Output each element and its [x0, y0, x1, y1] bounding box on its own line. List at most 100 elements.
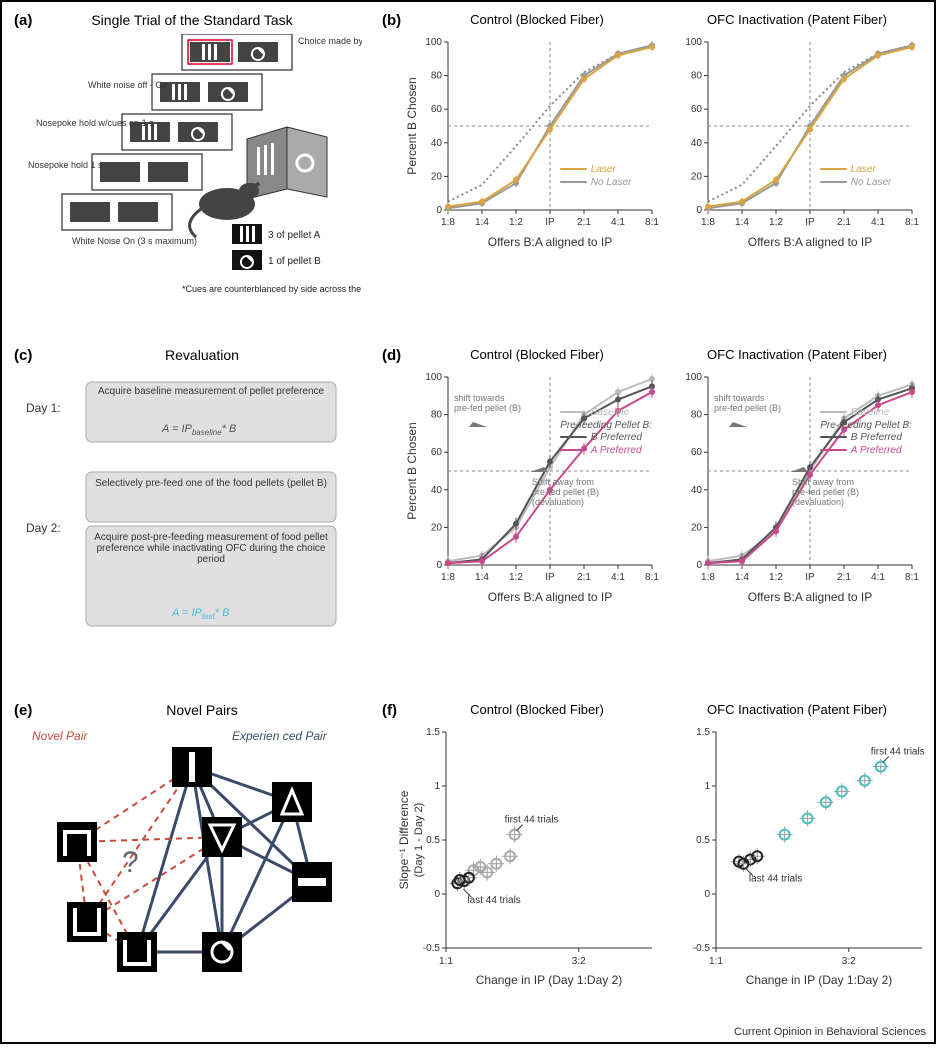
svg-text:Pre-feeding Pellet B:: Pre-feeding Pellet B:	[560, 420, 652, 431]
chart-b-right: 0204060801001:81:41:2IP2:14:18:1Offers B…	[662, 32, 922, 262]
panel-d-left-title: Control (Blocked Fiber)	[422, 347, 652, 362]
svg-text:8:1: 8:1	[645, 572, 659, 583]
svg-text:1:2: 1:2	[509, 217, 523, 228]
svg-text:Offers B:A aligned to IP: Offers B:A aligned to IP	[748, 590, 873, 604]
svg-text:Change in IP (Day 1:Day 2): Change in IP (Day 1:Day 2)	[746, 973, 893, 987]
svg-text:1:2: 1:2	[769, 217, 783, 228]
svg-text:(devaluation): (devaluation)	[792, 497, 844, 507]
svg-text:8:1: 8:1	[905, 217, 919, 228]
svg-text:Percent B Chosen: Percent B Chosen	[405, 77, 419, 174]
svg-text:0: 0	[696, 560, 702, 571]
svg-text:80: 80	[691, 410, 703, 421]
chart-d-right: 0204060801001:81:41:2IP2:14:18:1Offers B…	[662, 367, 922, 617]
svg-text:60: 60	[431, 447, 443, 458]
panel-c-label: (c)	[14, 347, 32, 364]
svg-text:(Day 1 - Day 2): (Day 1 - Day 2)	[413, 803, 425, 878]
panel-c-title: Revaluation	[112, 347, 292, 363]
svg-text:last 44 trials: last 44 trials	[467, 895, 520, 906]
svg-text:100: 100	[685, 37, 702, 48]
svg-text:0: 0	[434, 889, 440, 900]
svg-text:4:1: 4:1	[871, 572, 885, 583]
svg-text:4:1: 4:1	[871, 217, 885, 228]
svg-text:20: 20	[431, 522, 443, 533]
svg-text:shift towards: shift towards	[714, 393, 765, 403]
svg-text:3:2: 3:2	[842, 956, 856, 967]
svg-text:-0.5: -0.5	[693, 943, 711, 954]
svg-text:1.5: 1.5	[696, 727, 710, 738]
chart-d-left: 0204060801001:81:41:2IP2:14:18:1Percent …	[402, 367, 662, 617]
panel-c-diagram: Day 1: Acquire baseline measurement of p…	[22, 372, 362, 652]
svg-text:0: 0	[704, 889, 710, 900]
svg-text:2:1: 2:1	[577, 572, 591, 583]
svg-text:0: 0	[436, 205, 442, 216]
svg-text:No Laser: No Laser	[851, 177, 892, 188]
chart-f-left: -0.500.511.51:13:2Slope⁻¹ Difference(Day…	[392, 722, 662, 1002]
svg-text:Offers B:A aligned to IP: Offers B:A aligned to IP	[488, 590, 613, 604]
svg-text:Nosepoke hold 1 s: Nosepoke hold 1 s	[28, 160, 103, 170]
svg-text:0.5: 0.5	[426, 835, 440, 846]
svg-text:Choice made by pressing screen: Choice made by pressing screen (3 s maxi…	[298, 36, 362, 46]
svg-text:White noise off - Go: White noise off - Go	[88, 80, 167, 90]
svg-text:Offers B:A aligned to IP: Offers B:A aligned to IP	[488, 235, 613, 249]
svg-text:Percent B Chosen: Percent B Chosen	[405, 422, 419, 519]
chart-f-right: -0.500.511.51:13:2Change in IP (Day 1:Da…	[662, 722, 932, 1002]
panel-e-diagram: Novel Pair Experien ced Pair	[22, 722, 362, 1002]
svg-text:1:2: 1:2	[509, 572, 523, 583]
svg-text:pre-fed pellet (B): pre-fed pellet (B)	[454, 403, 521, 413]
svg-text:No Laser: No Laser	[591, 177, 632, 188]
svg-text:Day 2:: Day 2:	[26, 521, 61, 535]
svg-text:1: 1	[434, 781, 440, 792]
citation: Current Opinion in Behavioral Sciences	[734, 1026, 926, 1038]
svg-text:Slope⁻¹ Difference: Slope⁻¹ Difference	[397, 790, 411, 889]
panel-a-label: (a)	[14, 12, 32, 29]
svg-text:pre-fed pellet (B): pre-fed pellet (B)	[532, 487, 599, 497]
svg-text:Offers B:A aligned to IP: Offers B:A aligned to IP	[748, 235, 873, 249]
panel-a-title: Single Trial of the Standard Task	[62, 12, 322, 28]
svg-text:60: 60	[431, 104, 443, 115]
svg-text:1:8: 1:8	[441, 217, 455, 228]
svg-text:1:4: 1:4	[475, 217, 489, 228]
svg-text:4:1: 4:1	[611, 217, 625, 228]
svg-text:2:1: 2:1	[837, 572, 851, 583]
svg-text:0: 0	[436, 560, 442, 571]
svg-text:1:4: 1:4	[735, 217, 749, 228]
svg-text:1:1: 1:1	[709, 956, 723, 967]
svg-text:A Preferred: A Preferred	[590, 445, 642, 456]
svg-text:Laser: Laser	[591, 164, 617, 175]
svg-text:IP: IP	[545, 572, 555, 583]
svg-text:20: 20	[691, 522, 703, 533]
svg-text:60: 60	[691, 104, 703, 115]
svg-text:last 44 trials: last 44 trials	[749, 874, 802, 885]
svg-text:80: 80	[691, 71, 703, 82]
svg-text:first 44 trials: first 44 trials	[505, 815, 559, 826]
svg-text:60: 60	[691, 447, 703, 458]
svg-text:3:2: 3:2	[572, 956, 586, 967]
svg-text:Baseline: Baseline	[591, 407, 630, 418]
svg-text:1:4: 1:4	[475, 572, 489, 583]
svg-text:40: 40	[431, 485, 443, 496]
svg-text:Change in IP (Day 1:Day 2): Change in IP (Day 1:Day 2)	[476, 973, 623, 987]
svg-text:2:1: 2:1	[837, 217, 851, 228]
svg-text:B Preferred: B Preferred	[591, 432, 643, 443]
svg-text:Novel Pair: Novel Pair	[32, 729, 88, 743]
svg-text:Baseline: Baseline	[851, 407, 890, 418]
svg-text:White Noise On (3 s maximum): White Noise On (3 s maximum)	[72, 236, 197, 246]
svg-text:*Cues are counterblanced by si: *Cues are counterblanced by side across …	[182, 284, 362, 294]
panel-b-right-title: OFC Inactivation (Patent Fiber)	[682, 12, 912, 27]
svg-text:A = IPtest* B: A = IPtest* B	[171, 607, 229, 621]
svg-text:1:8: 1:8	[701, 217, 715, 228]
svg-text:1: 1	[704, 781, 710, 792]
svg-text:1:1: 1:1	[439, 956, 453, 967]
svg-text:shift towards: shift towards	[454, 393, 505, 403]
svg-text:pre-fed pellet (B): pre-fed pellet (B)	[792, 487, 859, 497]
svg-text:Experien ced Pair: Experien ced Pair	[232, 729, 328, 743]
panel-f-right-title: OFC Inactivation (Patent Fiber)	[682, 702, 912, 717]
svg-text:100: 100	[425, 372, 442, 383]
svg-text:Pre-feeding Pellet B:: Pre-feeding Pellet B:	[820, 420, 912, 431]
svg-text:1.5: 1.5	[426, 727, 440, 738]
panel-d-right-title: OFC Inactivation (Patent Fiber)	[682, 347, 912, 362]
svg-text:1 of pellet B: 1 of pellet B	[268, 256, 321, 267]
svg-text:1:4: 1:4	[735, 572, 749, 583]
panel-e-label: (e)	[14, 702, 32, 719]
svg-text:40: 40	[431, 138, 443, 149]
